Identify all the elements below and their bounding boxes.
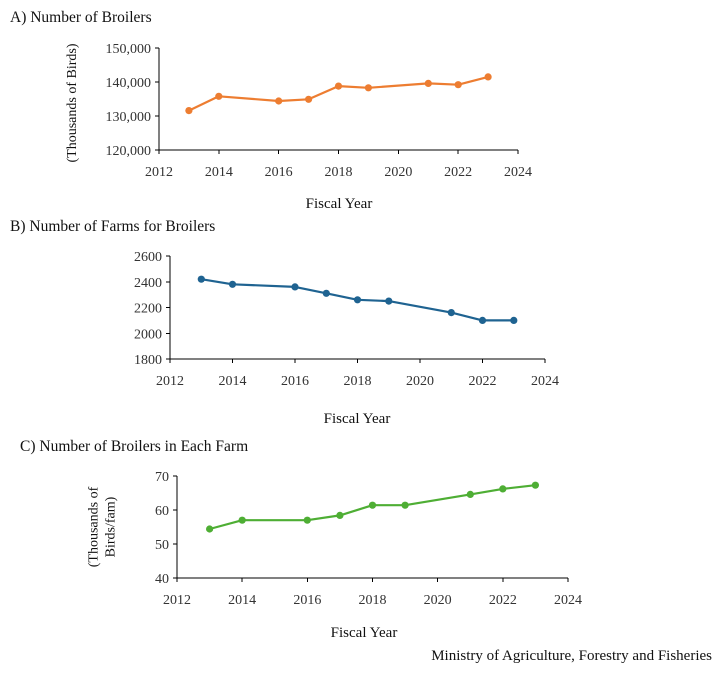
data-point <box>364 84 372 92</box>
x-tick-label: 2020 <box>406 374 434 389</box>
y-tick-label: 140,000 <box>106 76 152 91</box>
x-tick-label: 2024 <box>554 593 582 608</box>
chart-panel-0: A) Number of Broilers 120,000 130,000 140,0… <box>10 9 532 212</box>
data-point <box>499 485 507 493</box>
x-tick-label: 2020 <box>424 593 452 608</box>
x-tick-label: 2016 <box>281 374 309 389</box>
x-tick-label: 2014 <box>228 593 256 608</box>
data-point <box>466 490 474 498</box>
chart-panel-2: C) Number of Broilers in Each Farm 40 50 60… <box>20 438 582 641</box>
data-point <box>334 82 343 90</box>
y-tick-label: 2000 <box>134 327 162 342</box>
y-tick-label: 2400 <box>134 276 162 291</box>
data-point <box>215 92 223 100</box>
x-tick-label: 2024 <box>504 165 532 180</box>
x-tick-label: 2014 <box>205 165 233 180</box>
x-axis-label: Fiscal Year <box>324 411 391 427</box>
data-point <box>531 481 540 489</box>
y-tick-label: 130,000 <box>106 110 152 125</box>
data-point <box>197 275 205 283</box>
data-point <box>368 501 377 509</box>
y-tick-label: 120,000 <box>106 144 152 159</box>
data-point <box>206 525 214 533</box>
data-point <box>385 297 393 305</box>
y-tick-label: 2600 <box>134 250 162 265</box>
y-tick-label: 150,000 <box>106 42 152 57</box>
x-tick-label: 2012 <box>145 165 173 180</box>
data-point <box>303 516 311 524</box>
x-tick-label: 2022 <box>444 165 472 180</box>
chart-title: A) Number of Broilers <box>10 9 152 26</box>
x-tick-label: 2016 <box>265 165 293 180</box>
x-tick-label: 2018 <box>325 165 353 180</box>
data-point <box>401 501 409 509</box>
data-point <box>322 289 330 297</box>
x-tick-label: 2022 <box>489 593 517 608</box>
data-point <box>238 516 246 524</box>
data-point <box>484 73 492 81</box>
x-axis-label: Fiscal Year <box>331 625 398 641</box>
x-tick-label: 2020 <box>384 165 412 180</box>
y-axis-label: (Thousands of Birds) <box>65 43 80 162</box>
data-point <box>228 280 237 288</box>
y-axis-label: Birds/fam) <box>104 496 119 557</box>
x-tick-label: 2012 <box>156 374 184 389</box>
x-tick-label: 2018 <box>344 374 372 389</box>
data-point <box>305 95 313 103</box>
data-point <box>510 316 518 324</box>
x-tick-label: 2016 <box>293 593 321 608</box>
series-line <box>188 75 489 112</box>
chart-title: B) Number of Farms for Broilers <box>10 218 215 235</box>
data-point <box>478 316 487 324</box>
chart-panel-1: B) Number of Farms for Broilers 1800 2000 2… <box>10 218 559 427</box>
x-axis-label: Fiscal Year <box>306 196 373 212</box>
x-tick-label: 2022 <box>469 374 497 389</box>
x-tick-label: 2024 <box>531 374 559 389</box>
y-tick-label: 40 <box>155 572 169 587</box>
data-point <box>454 81 462 89</box>
x-tick-label: 2018 <box>359 593 387 608</box>
data-point <box>185 107 193 115</box>
data-point <box>275 97 283 105</box>
y-tick-label: 2200 <box>134 302 162 317</box>
data-point <box>291 283 299 291</box>
chart-title: C) Number of Broilers in Each Farm <box>20 438 248 455</box>
data-point <box>424 79 432 87</box>
data-point <box>447 309 455 317</box>
data-point <box>353 296 362 304</box>
y-tick-label: 1800 <box>134 353 162 368</box>
y-tick-label: 60 <box>155 504 169 519</box>
x-tick-label: 2014 <box>219 374 247 389</box>
data-point <box>336 511 344 519</box>
source-note: Ministry of Agriculture, Forestry and Fi… <box>431 648 712 664</box>
y-axis-label: (Thousands of <box>87 486 102 567</box>
y-tick-label: 50 <box>155 538 169 553</box>
y-tick-label: 70 <box>155 470 169 485</box>
x-tick-label: 2012 <box>163 593 191 608</box>
